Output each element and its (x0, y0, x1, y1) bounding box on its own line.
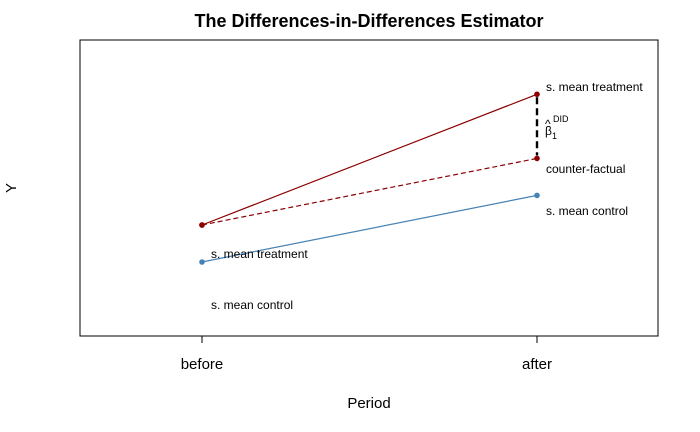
beta-subscript: 1 (552, 131, 557, 141)
series-layer (199, 91, 540, 265)
x-tick-label-after: after (522, 356, 552, 373)
label-before-control: s. mean control (211, 298, 293, 312)
chart-title: The Differences-in-Differences Estimator (194, 11, 543, 31)
label-after-treatment: s. mean treatment (546, 80, 643, 94)
label-after-counterfactual: counter-factual (546, 162, 625, 176)
beta-did-label: ^ β DID 1 (545, 114, 569, 141)
label-before-treatment: s. mean treatment (211, 247, 308, 261)
label-after-control: s. mean control (546, 204, 628, 218)
point-s-mean-treatment-before (199, 222, 205, 228)
y-axis-title: Y (3, 183, 20, 193)
beta-superscript: DID (553, 114, 569, 124)
beta-hat-accent: ^ (545, 117, 551, 131)
series-line-s-mean-control (201, 194, 538, 263)
series-line-s-mean-treatment (201, 93, 538, 226)
point-s-mean-treatment-after (534, 91, 540, 98)
series-line-counter-factual (201, 157, 538, 226)
point-counter-factual-after (534, 155, 540, 162)
x-axis-title: Period (347, 395, 390, 412)
x-axis: before after (181, 335, 552, 373)
point-s-mean-control-before (199, 259, 205, 265)
beta-symbol: β (545, 124, 552, 138)
x-tick-label-before: before (181, 356, 224, 373)
point-s-mean-control-after (534, 192, 540, 199)
